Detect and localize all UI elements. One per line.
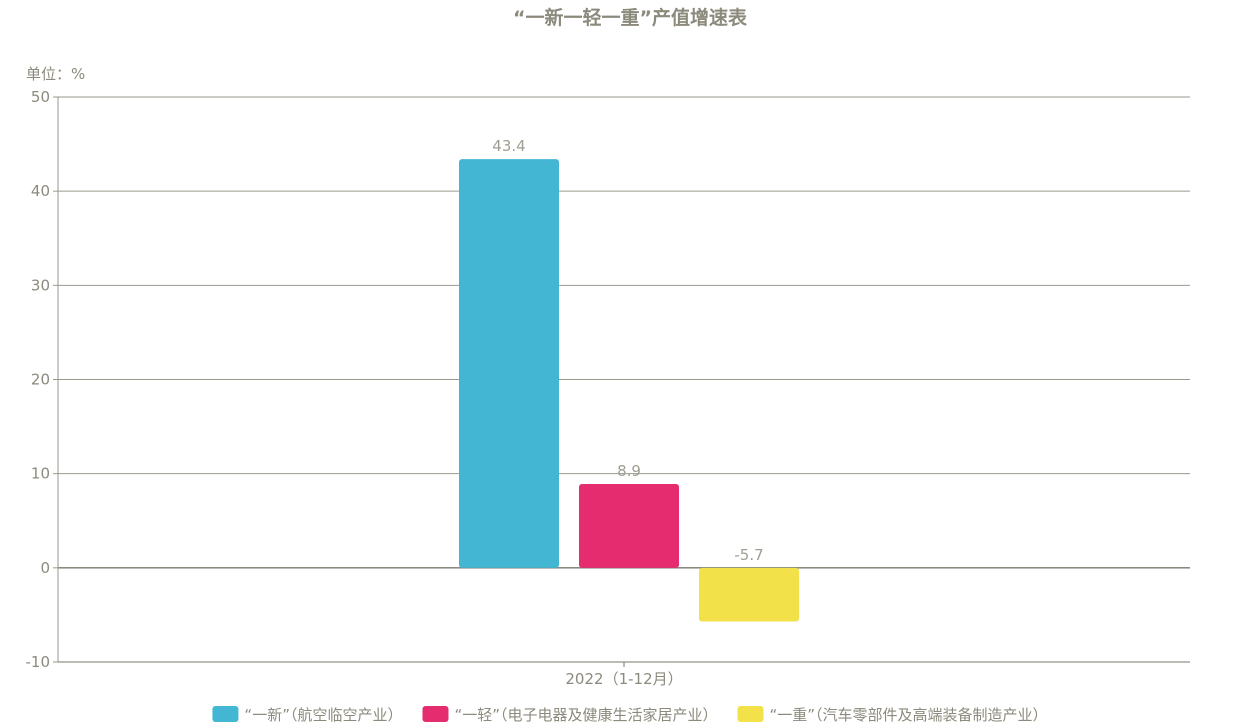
data-label: 43.4 — [492, 137, 525, 155]
y-tick-label: 50 — [31, 88, 50, 106]
legend-item-2[interactable]: “一轻”（电子电器及健康生活家居产业） — [422, 706, 718, 724]
bar-3[interactable] — [699, 567, 799, 622]
bar-2[interactable] — [579, 484, 679, 568]
x-category-label: 2022（1-12月） — [565, 670, 682, 688]
data-label: -5.7 — [734, 546, 763, 564]
legend-swatch — [422, 706, 449, 722]
legend-swatch — [737, 706, 764, 722]
y-tick-label: 40 — [31, 182, 50, 200]
legend-item-1[interactable]: “一新”（航空临空产业） — [212, 706, 402, 724]
legend-swatch — [212, 706, 239, 722]
data-labels: 43.4 8.9 -5.7 — [492, 137, 763, 564]
legend[interactable]: “一新”（航空临空产业） “一轻”（电子电器及健康生活家居产业） “一重”（汽车零部… — [212, 706, 1048, 724]
legend-label: “一轻”（电子电器及健康生活家居产业） — [454, 706, 717, 724]
y-tick-label: 10 — [31, 465, 50, 483]
y-axis-unit-label: 单位：% — [26, 65, 85, 83]
gridlines — [53, 96, 1190, 663]
data-label: 8.9 — [617, 462, 641, 480]
x-axis: 2022（1-12月） — [58, 661, 1190, 688]
y-tick-label: -10 — [26, 653, 51, 671]
bars — [459, 159, 799, 622]
y-axis-ticks: 50 40 30 20 10 0 -10 — [26, 88, 51, 671]
y-tick-label: 0 — [40, 559, 50, 577]
bar-1[interactable] — [459, 159, 559, 568]
y-tick-label: 20 — [31, 371, 50, 389]
legend-item-3[interactable]: “一重”（汽车零部件及高端装备制造产业） — [737, 706, 1048, 724]
chart-title: “一新一轻一重”产值增速表 — [513, 6, 748, 29]
y-tick-label: 30 — [31, 276, 50, 294]
legend-label: “一新”（航空临空产业） — [244, 706, 402, 724]
legend-label: “一重”（汽车零部件及高端装备制造产业） — [770, 706, 1048, 724]
